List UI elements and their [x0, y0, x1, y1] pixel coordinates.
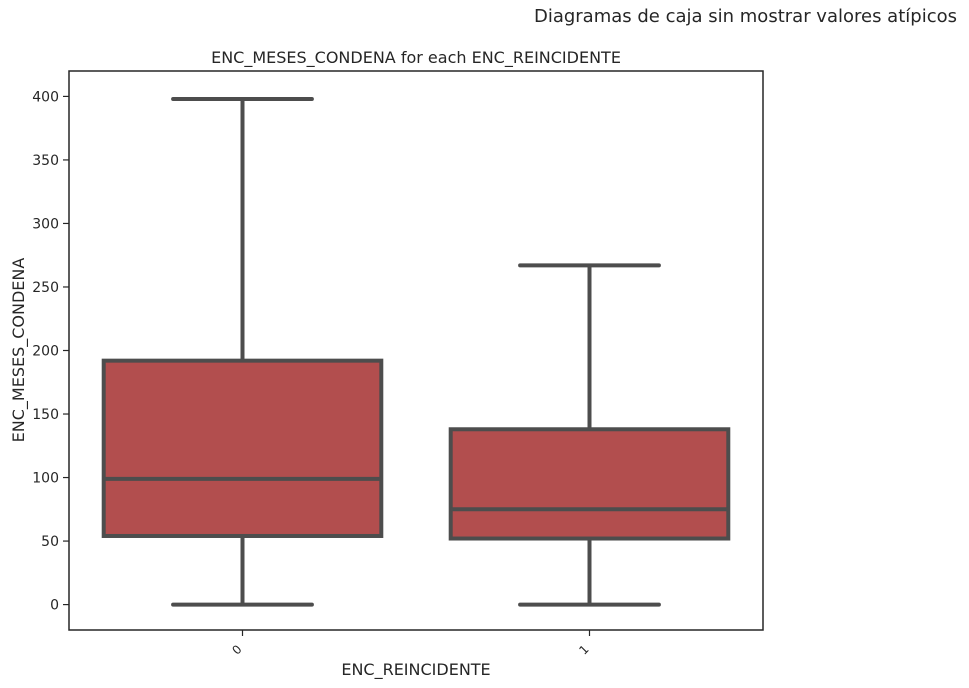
x-axis-label: ENC_REINCIDENTE — [341, 660, 490, 680]
y-tick-label: 0 — [50, 598, 59, 614]
y-tick-label: 350 — [32, 153, 59, 169]
y-tick-label: 200 — [32, 344, 59, 360]
box-group-0 — [101, 96, 384, 607]
boxes-layer — [101, 96, 731, 607]
y-tick-label: 50 — [41, 534, 59, 550]
figure-suptitle: Diagramas de caja sin mostrar valores at… — [533, 6, 957, 27]
x-tick-label: 1 — [576, 642, 591, 657]
plot-frame — [68, 70, 764, 631]
y-tick-label: 100 — [32, 471, 59, 487]
y-axis-label: ENC_MESES_CONDENA — [9, 258, 29, 443]
y-tick-label: 300 — [32, 216, 59, 232]
plot-title: ENC_MESES_CONDENA for each ENC_REINCIDEN… — [211, 48, 621, 68]
x-tick-label: 0 — [229, 642, 244, 657]
box-group-1 — [448, 263, 731, 607]
y-tick-label: 250 — [32, 280, 59, 296]
box-0 — [101, 358, 384, 538]
y-tick-label: 400 — [32, 89, 59, 105]
box-1 — [448, 427, 731, 541]
y-tick-label: 150 — [32, 407, 59, 423]
